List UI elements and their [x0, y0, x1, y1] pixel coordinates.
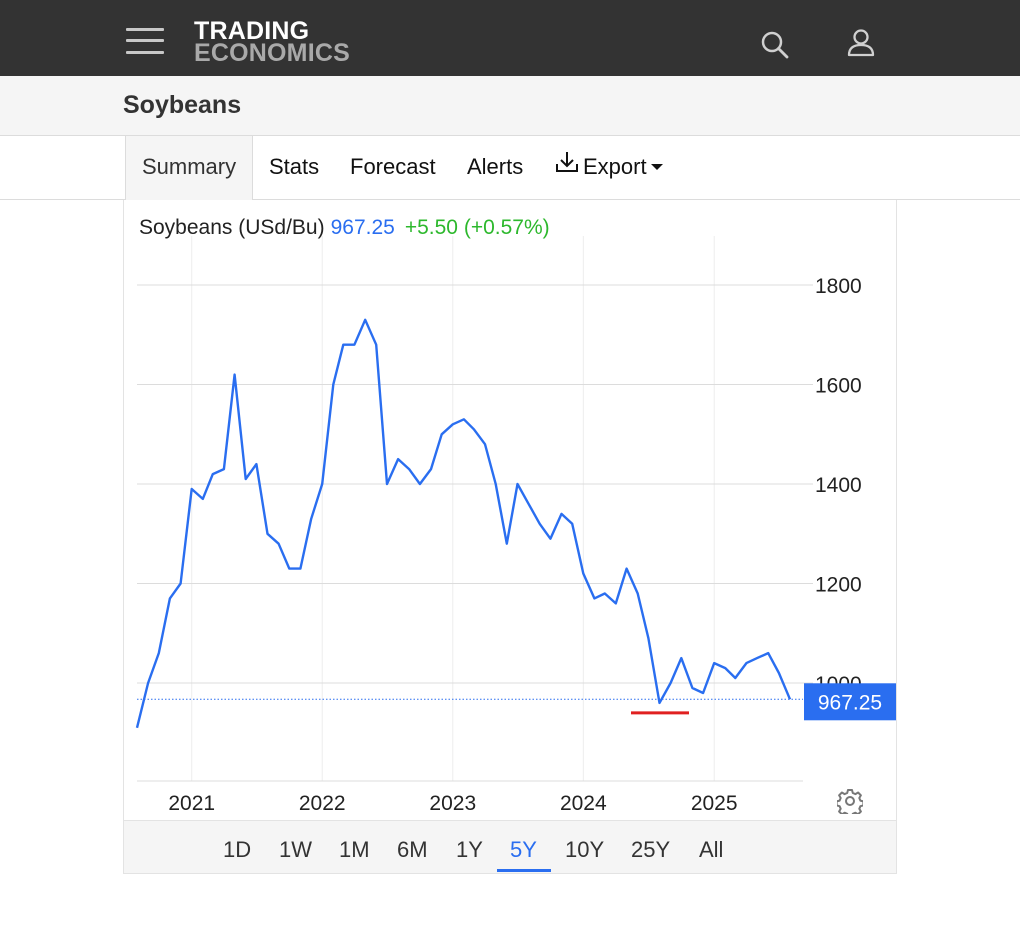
time-range-bar	[124, 820, 896, 873]
range-6m-button[interactable]: 6M	[397, 837, 428, 862]
chevron-down-icon	[650, 163, 663, 170]
tab-alerts[interactable]: Alerts	[467, 154, 524, 179]
chart-header: Soybeans (USd/Bu) 967.25 +5.50 (+0.57%)	[139, 216, 550, 240]
download-icon	[555, 135, 579, 197]
x-tick-label: 2022	[299, 792, 346, 815]
y-tick-label: 1400	[815, 474, 862, 497]
hamburger-menu-icon[interactable]	[126, 27, 164, 55]
tab-stats[interactable]: Stats	[269, 154, 320, 179]
tab-export[interactable]: Export	[555, 136, 663, 200]
change-percent: (+0.57%)	[463, 216, 550, 239]
tab-summary[interactable]: Summary	[125, 136, 254, 200]
range-1m-button[interactable]: 1M	[339, 837, 370, 862]
x-tick-label: 2024	[560, 792, 607, 815]
last-price-tag	[804, 683, 896, 721]
range-25y-button[interactable]: 25Y	[631, 837, 671, 862]
active-range-underline	[497, 869, 551, 872]
y-tick-label: 1200	[815, 574, 862, 597]
range-1d-button[interactable]: 1D	[223, 837, 252, 862]
logo-line-1: TRADING	[194, 17, 310, 45]
chart-panel	[123, 200, 897, 874]
user-icon[interactable]	[846, 28, 876, 58]
range-5y-button[interactable]: 5Y	[510, 837, 537, 862]
site-logo[interactable]: TRADING ECONOMICS	[194, 17, 350, 67]
range-all-button[interactable]: All	[699, 837, 724, 862]
range-1w-button[interactable]: 1W	[279, 837, 312, 862]
page-title: Soybeans	[123, 91, 242, 119]
tab-export-label: Export	[583, 154, 647, 179]
x-tick-label: 2021	[168, 792, 215, 815]
instrument-name: Soybeans (USd/Bu)	[139, 216, 325, 239]
x-tick-label: 2025	[691, 792, 738, 815]
top-navbar: TRADING ECONOMICS	[0, 0, 1020, 76]
tab-bar: Summary Stats Forecast Alerts Export	[0, 136, 1020, 200]
y-tick-label: 1800	[815, 275, 862, 298]
price-change: +5.50 (+0.57%)	[405, 216, 550, 239]
range-10y-button[interactable]: 10Y	[565, 837, 605, 862]
range-1y-button[interactable]: 1Y	[456, 837, 483, 862]
tab-forecast[interactable]: Forecast	[350, 154, 436, 179]
logo-line-2: ECONOMICS	[194, 39, 350, 67]
y-tick-label: 1600	[815, 375, 862, 398]
x-tick-label: 2023	[429, 792, 476, 815]
change-value: +5.50	[404, 216, 458, 239]
last-price: 967.25	[330, 216, 395, 239]
title-bar: Soybeans	[0, 76, 1020, 136]
search-icon[interactable]	[760, 30, 790, 60]
last-price-tag-label: 967.25	[818, 691, 882, 714]
gear-icon[interactable]	[835, 788, 865, 818]
price-line	[135, 318, 792, 729]
